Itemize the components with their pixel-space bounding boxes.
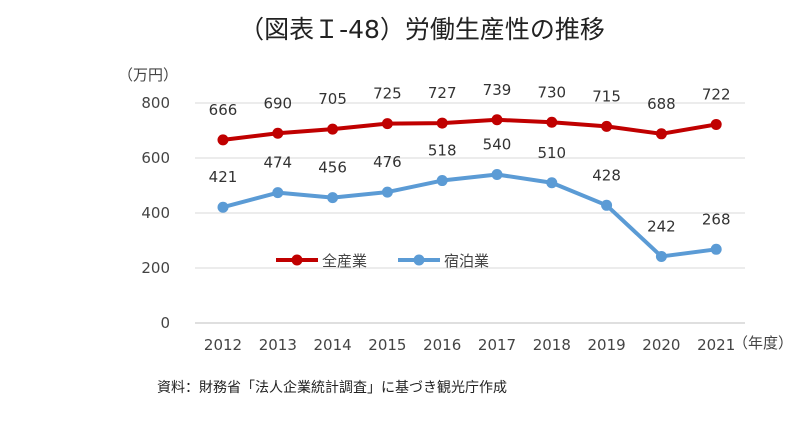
- data-point: [272, 187, 284, 199]
- data-label: 510: [537, 144, 566, 162]
- data-label: 456: [318, 159, 347, 177]
- data-label: 518: [428, 142, 457, 160]
- x-tick-label: 2019: [588, 336, 626, 354]
- legend-marker: [413, 254, 425, 266]
- data-point: [327, 123, 339, 135]
- source-note: 資料：財務省「法人企業統計調査」に基づき観光庁作成: [157, 379, 507, 396]
- data-point: [655, 128, 667, 140]
- x-tick-label: 2018: [533, 336, 571, 354]
- data-label: 428: [592, 166, 621, 184]
- data-label: 474: [263, 154, 292, 172]
- data-point: [381, 118, 393, 130]
- data-point: [710, 118, 722, 130]
- x-tick-label: 2013: [259, 336, 297, 354]
- data-label: 722: [702, 85, 731, 103]
- x-tick-label: 2017: [478, 336, 516, 354]
- y-tick-label: 0: [160, 314, 170, 332]
- x-tick-label: 2020: [642, 336, 680, 354]
- chart-title: （図表Ｉ-48）労働生産性の推移: [239, 15, 605, 44]
- y-tick-label: 800: [141, 94, 170, 112]
- legend-marker: [291, 254, 303, 266]
- data-label: 476: [373, 153, 402, 171]
- data-point: [381, 186, 393, 198]
- data-point: [601, 199, 613, 211]
- data-label: 268: [702, 210, 731, 228]
- data-point: [546, 177, 558, 189]
- y-tick-label: 600: [141, 149, 170, 167]
- data-label: 688: [647, 95, 676, 113]
- y-tick-label: 400: [141, 204, 170, 222]
- legend-label: 全産業: [322, 252, 367, 270]
- data-point: [491, 114, 503, 126]
- data-point: [272, 127, 284, 139]
- data-label: 705: [318, 90, 347, 108]
- legend-label: 宿泊業: [444, 252, 489, 270]
- data-label: 725: [373, 85, 402, 103]
- data-point: [217, 134, 229, 146]
- y-tick-label: 200: [141, 259, 170, 277]
- x-axis-label: （年度）: [733, 334, 793, 352]
- data-point: [436, 117, 448, 129]
- data-label: 690: [263, 94, 292, 112]
- x-tick-label: 2021: [697, 336, 735, 354]
- x-tick-label: 2015: [368, 336, 406, 354]
- data-point: [327, 192, 339, 204]
- x-tick-label: 2012: [204, 336, 242, 354]
- data-label: 727: [428, 84, 457, 102]
- data-label: 739: [483, 81, 512, 99]
- data-point: [655, 250, 667, 262]
- data-label: 540: [483, 136, 512, 154]
- data-label: 715: [592, 87, 621, 105]
- x-tick-label: 2014: [314, 336, 352, 354]
- y-axis-label: （万円）: [118, 66, 178, 84]
- data-point: [436, 175, 448, 187]
- x-tick-label: 2016: [423, 336, 461, 354]
- data-label: 421: [209, 168, 238, 186]
- series-line-0: [222, 117, 717, 142]
- data-point: [601, 120, 613, 132]
- data-point: [217, 201, 229, 213]
- data-label: 730: [537, 83, 566, 101]
- data-label: 666: [209, 101, 238, 119]
- data-point: [491, 169, 503, 180]
- data-point: [546, 116, 558, 128]
- series-line-1: [222, 172, 717, 259]
- data-point: [710, 243, 722, 255]
- data-label: 242: [647, 217, 676, 235]
